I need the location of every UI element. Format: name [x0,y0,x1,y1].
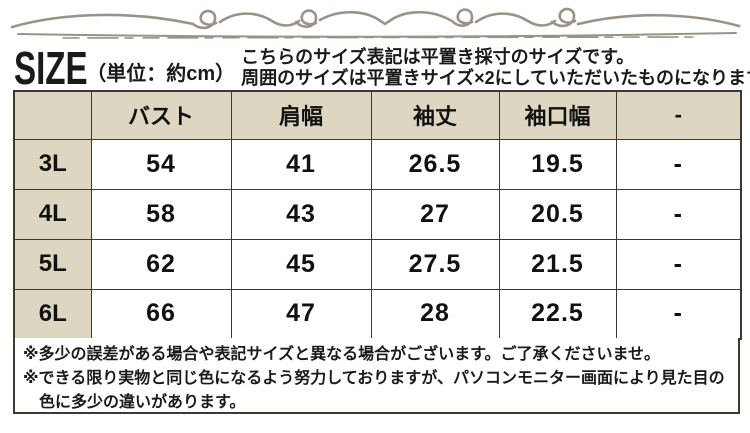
notes-box: ※多少の誤差がある場合や表記サイズと異なる場合がございます。ご了承くださいませ。… [13,338,740,414]
note-disclaimer-size: ※多少の誤差がある場合や表記サイズと異なる場合がございます。ご了承くださいませ。 [23,346,660,363]
note-disclaimer-color: ※できる限り実物と同じ色になるよう努力しておりますが、パソコンモニター画面により… [23,370,725,411]
column-header-blank [13,90,92,140]
column-header-cuff-width: 袖口幅 [498,90,617,140]
table-cell: 66 [90,288,232,340]
table-row-6l: 6L 66 47 28 22.5 - [13,288,742,340]
table-cell: - [615,138,742,190]
table-cell: 26.5 [370,138,500,190]
table-row-3l: 3L 54 41 26.5 19.5 - [13,138,742,190]
unit-label: （単位：約cm） [86,63,236,85]
table-header-row: バスト 肩幅 袖丈 袖口幅 - [13,90,742,140]
row-label: 6L [13,288,92,340]
decorative-flourish [8,3,743,43]
size-description: こちらのサイズ表記は平置き採寸のサイズです。 周囲のサイズは平置きサイズ×2にし… [241,47,750,90]
column-header-dash: - [615,90,742,140]
table-cell: 43 [230,188,372,240]
column-header-bust: バスト [90,90,232,140]
row-label: 4L [13,188,92,240]
description-line-2: 周囲のサイズは平置きサイズ×2にしていただいたものになります。 [241,68,750,88]
table-cell: 21.5 [498,238,617,290]
table-cell: 45 [230,238,372,290]
table-cell: 27.5 [370,238,500,290]
page-title: SIZE [14,42,88,94]
table-cell: 28 [370,288,500,340]
table-cell: 62 [90,238,232,290]
table-cell: - [615,238,742,290]
table-cell: 22.5 [498,288,617,340]
description-line-1: こちらのサイズ表記は平置き採寸のサイズです。 [241,47,635,67]
table-cell: - [615,288,742,340]
table-cell: 58 [90,188,232,240]
table-cell: 54 [90,138,232,190]
row-label: 5L [13,238,92,290]
column-header-shoulder: 肩幅 [230,90,372,140]
table-cell: 27 [370,188,500,240]
table-cell: - [615,188,742,240]
table-cell: 41 [230,138,372,190]
flourish-swirl-icon [10,7,741,39]
size-table: バスト 肩幅 袖丈 袖口幅 - 3L 54 41 26.5 19.5 - 4L … [13,90,742,340]
table-row-5l: 5L 62 45 27.5 21.5 - [13,238,742,290]
title-row: SIZE （単位：約cm） こちらのサイズ表記は平置き採寸のサイズです。 周囲の… [14,42,750,94]
table-row-4l: 4L 58 43 27 20.5 - [13,188,742,240]
table-cell: 47 [230,288,372,340]
table-cell: 20.5 [498,188,617,240]
row-label: 3L [13,138,92,190]
table-cell: 19.5 [498,138,617,190]
column-header-sleeve-length: 袖丈 [370,90,500,140]
